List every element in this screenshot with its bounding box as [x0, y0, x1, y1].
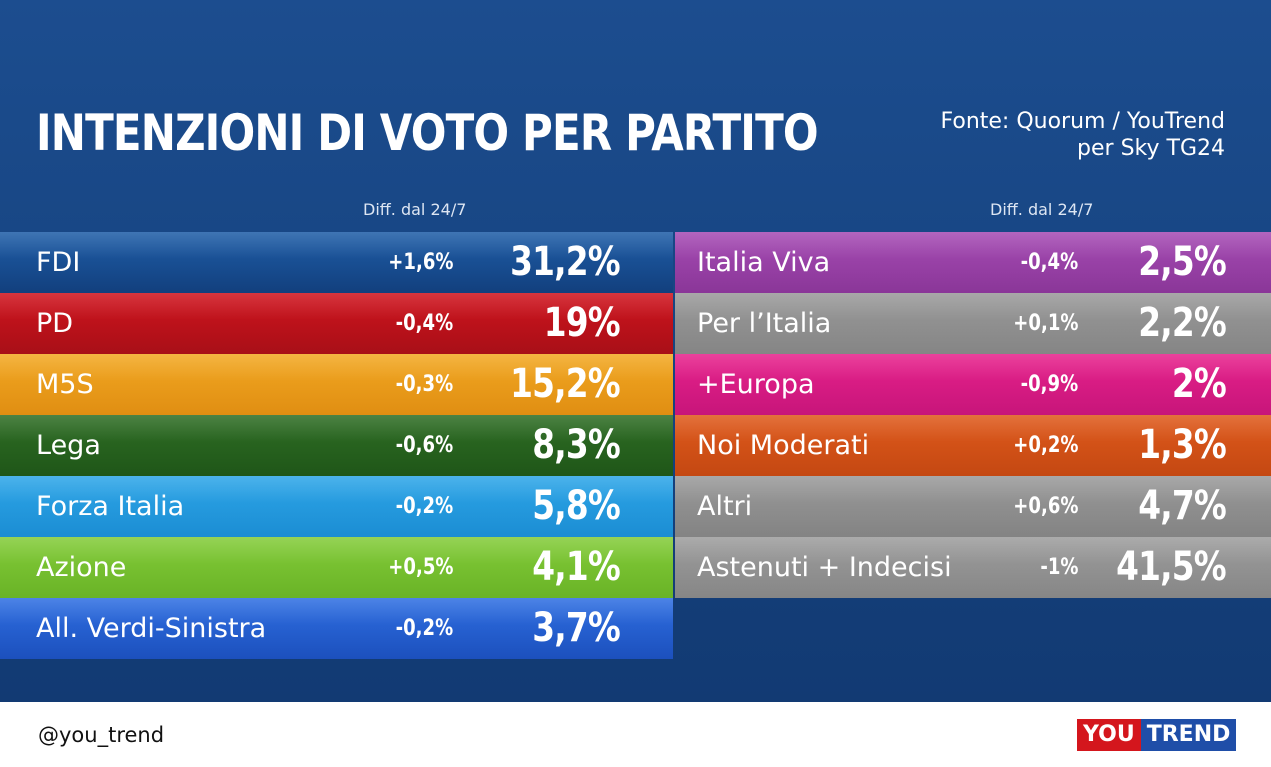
party-value: 19% [543, 300, 621, 346]
party-name: Italia Viva [697, 247, 831, 278]
party-value: 3,7% [532, 605, 621, 651]
party-value: 1,3% [1138, 422, 1227, 468]
source-credit: Fonte: Quorum / YouTrend per Sky TG24 [940, 108, 1225, 162]
party-name: Astenuti + Indecisi [697, 552, 952, 583]
party-diff: -1% [1039, 555, 1078, 580]
party-value: 41,5% [1116, 544, 1227, 590]
chart-panel: INTENZIONI DI VOTO PER PARTITO Fonte: Qu… [0, 0, 1271, 702]
party-diff: +0,1% [1012, 311, 1078, 336]
party-value: 2% [1171, 361, 1227, 407]
party-diff: -0,2% [395, 494, 453, 519]
source-line-2: per Sky TG24 [1077, 136, 1225, 161]
party-diff: -0,4% [1020, 250, 1078, 275]
party-value: 15,2% [510, 361, 621, 407]
party-row: All. Verdi-Sinistra -0,2% 3,7% [0, 598, 673, 659]
party-diff: -0,6% [395, 433, 453, 458]
party-name: All. Verdi-Sinistra [36, 613, 267, 644]
party-value: 4,7% [1138, 483, 1227, 529]
party-value: 4,1% [532, 544, 621, 590]
party-value: 2,5% [1138, 239, 1227, 285]
youtrend-logo: YOU TREND [1077, 719, 1237, 751]
party-diff: -0,9% [1020, 372, 1078, 397]
party-diff: -0,4% [395, 311, 453, 336]
twitter-handle: @you_trend [38, 723, 165, 747]
party-diff: -0,3% [395, 372, 453, 397]
logo-part-trend: TREND [1140, 719, 1237, 751]
party-name: M5S [36, 369, 94, 400]
diff-header-left: Diff. dal 24/7 [363, 200, 467, 219]
party-name: Noi Moderati [697, 430, 870, 461]
party-row: +Europa -0,9% 2% [675, 354, 1271, 415]
party-row: PD -0,4% 19% [0, 293, 673, 354]
logo-part-you: YOU [1077, 719, 1141, 751]
party-value: 31,2% [510, 239, 621, 285]
party-row: M5S -0,3% 15,2% [0, 354, 673, 415]
party-row: Forza Italia -0,2% 5,8% [0, 476, 673, 537]
party-row: Italia Viva -0,4% 2,5% [675, 232, 1271, 293]
party-name: Forza Italia [36, 491, 185, 522]
party-row: FDI +1,6% 31,2% [0, 232, 673, 293]
chart-title: INTENZIONI DI VOTO PER PARTITO [36, 104, 819, 162]
party-value: 8,3% [532, 422, 621, 468]
party-row: Noi Moderati +0,2% 1,3% [675, 415, 1271, 476]
party-value: 5,8% [532, 483, 621, 529]
party-diff: +1,6% [387, 250, 453, 275]
party-name: Azione [36, 552, 127, 583]
party-diff: +0,2% [1012, 433, 1078, 458]
party-name: PD [36, 308, 74, 339]
party-name: Altri [697, 491, 753, 522]
party-name: Lega [36, 430, 101, 461]
party-row: Astenuti + Indecisi -1% 41,5% [675, 537, 1271, 598]
party-diff: -0,2% [395, 616, 453, 641]
party-row: Lega -0,6% 8,3% [0, 415, 673, 476]
party-diff: +0,6% [1012, 494, 1078, 519]
party-name: FDI [36, 247, 81, 278]
party-row: Per l’Italia +0,1% 2,2% [675, 293, 1271, 354]
party-name: +Europa [697, 369, 815, 400]
party-value: 2,2% [1138, 300, 1227, 346]
party-row: Azione +0,5% 4,1% [0, 537, 673, 598]
party-diff: +0,5% [387, 555, 453, 580]
party-row: Altri +0,6% 4,7% [675, 476, 1271, 537]
diff-header-right: Diff. dal 24/7 [990, 200, 1094, 219]
party-name: Per l’Italia [697, 308, 832, 339]
source-line-1: Fonte: Quorum / YouTrend [940, 109, 1225, 134]
